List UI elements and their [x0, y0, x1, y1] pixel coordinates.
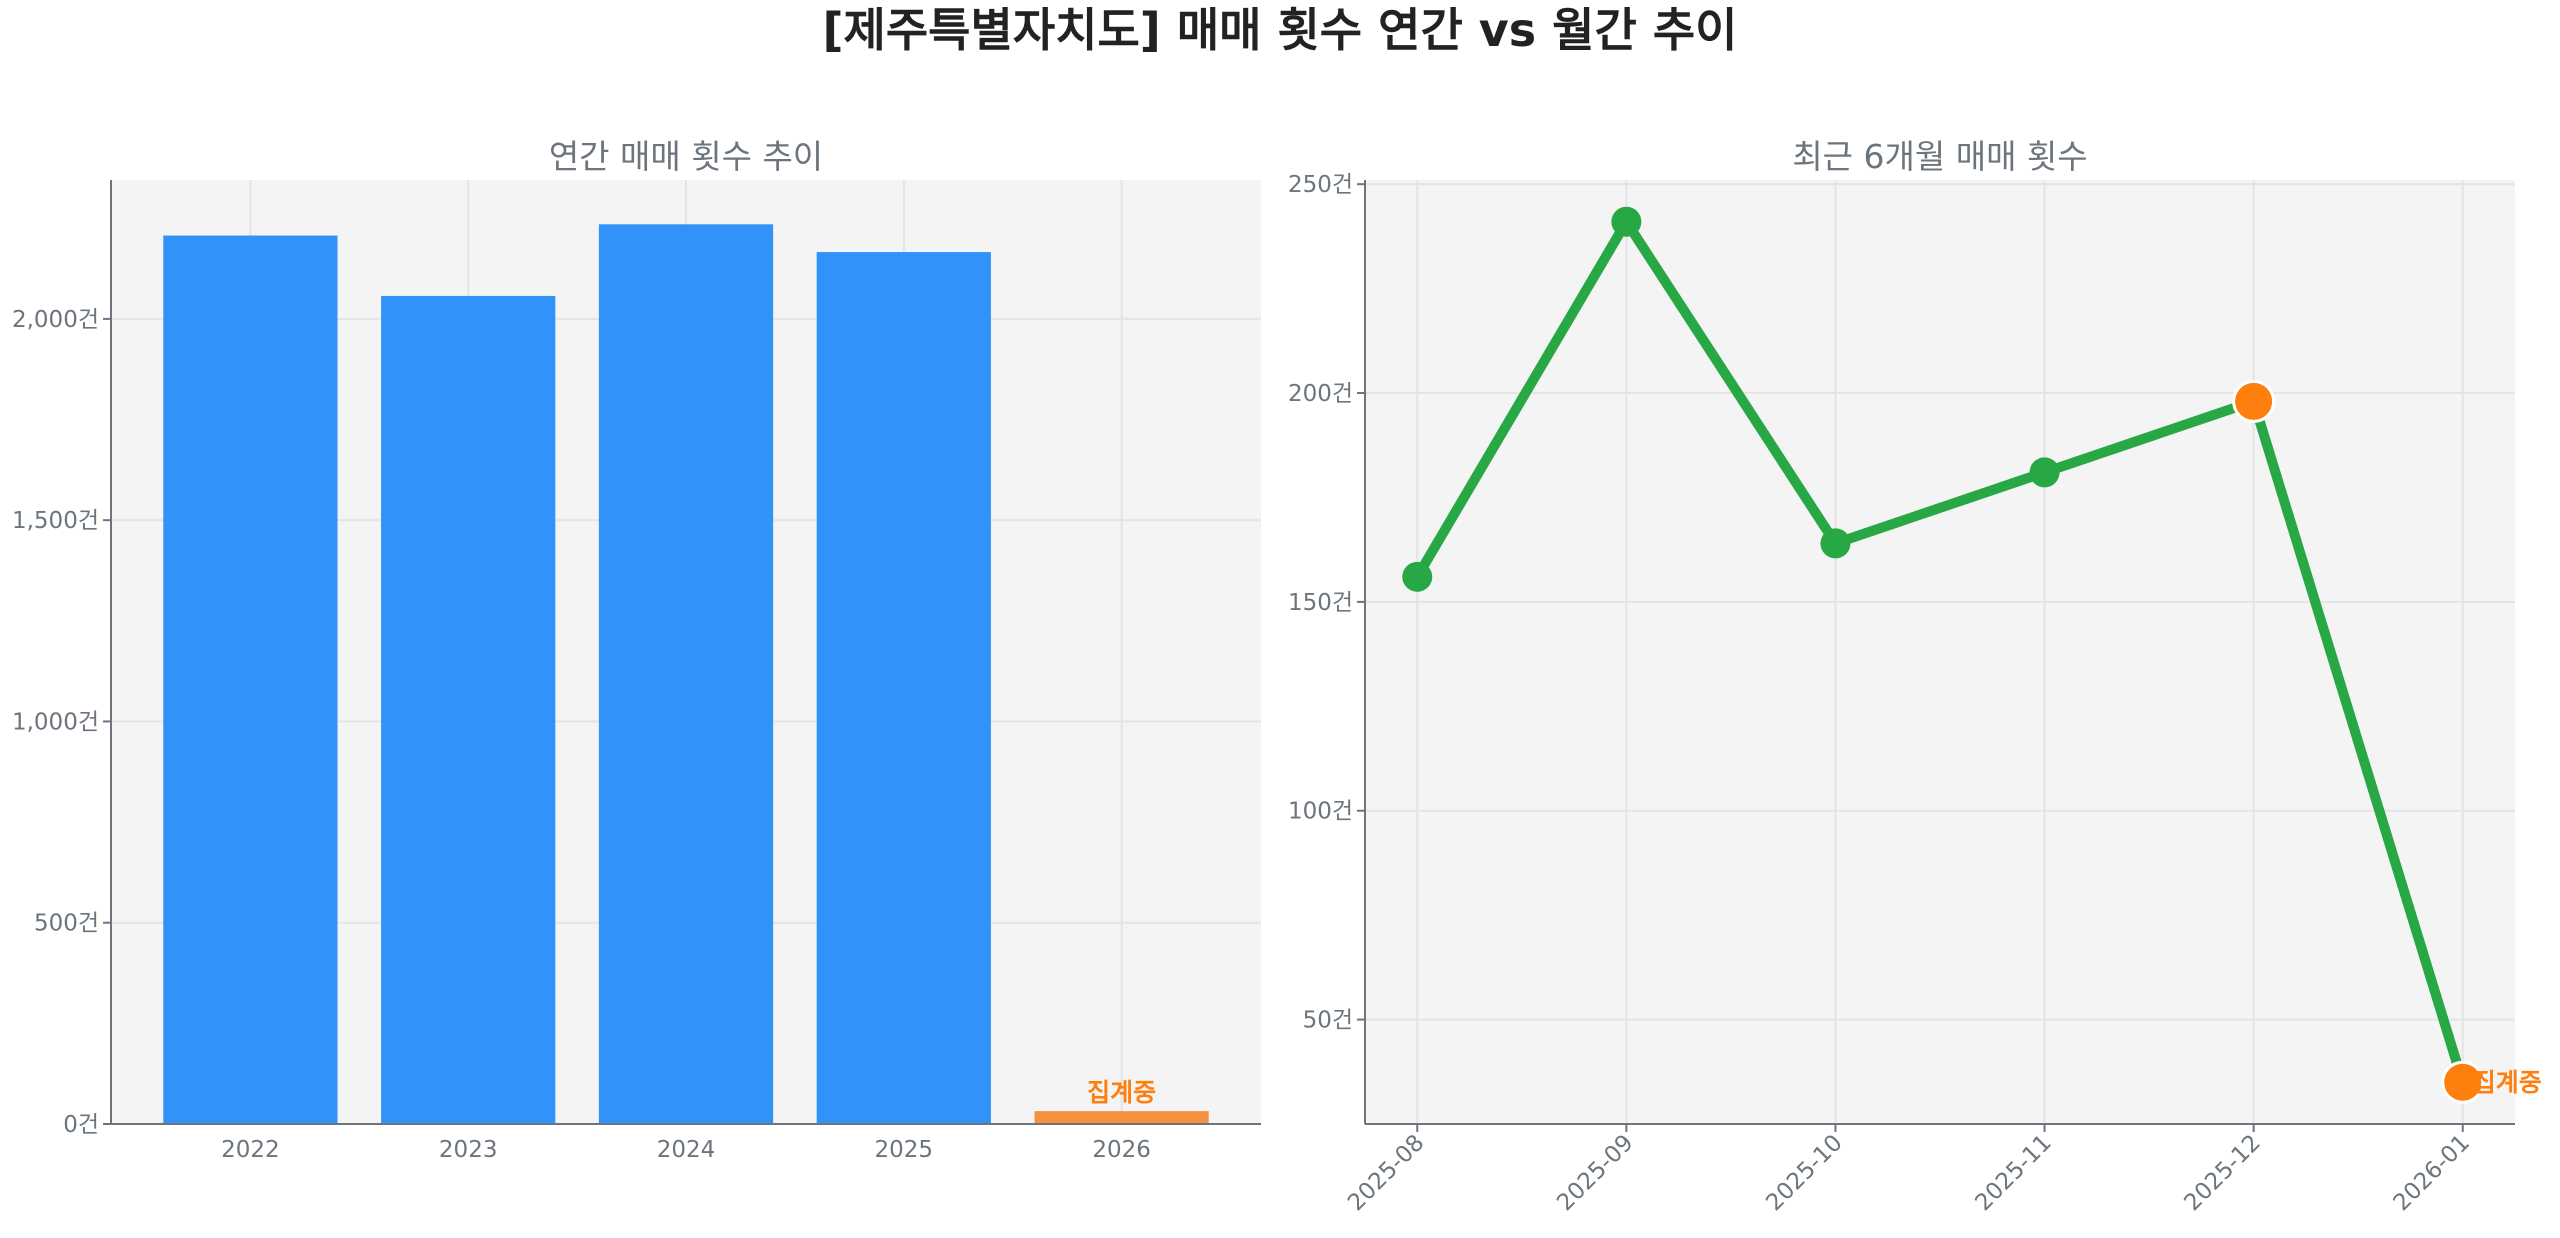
x-tick-label: 2026 — [1092, 1137, 1151, 1163]
x-tick-label: 2025-11 — [1970, 1130, 2056, 1216]
y-tick-label: 0건 — [63, 1112, 99, 1138]
x-tick-label: 2025-12 — [2180, 1130, 2266, 1216]
y-tick-label: 50건 — [1303, 1008, 1353, 1034]
figure-title: [제주특별자치도] 매매 횟수 연간 vs 월간 추이 — [823, 3, 1738, 57]
plot-area — [1365, 180, 2515, 1124]
bar-chart: 0건 500건 1,000건 1,500건 2,000건 2022 2023 2024 2025… — [12, 180, 1261, 1163]
data-point-2026-01 — [2441, 1060, 2485, 1104]
y-tick-label: 1,500건 — [12, 508, 99, 534]
partial-label: 집계중 — [1087, 1078, 1156, 1107]
y-tick-label: 250건 — [1288, 172, 1353, 198]
data-point-2025-11 — [2029, 457, 2060, 488]
data-point-2025-08 — [1402, 561, 1433, 592]
y-tick-label: 150건 — [1288, 590, 1353, 616]
x-tick-label: 2025 — [875, 1137, 934, 1163]
x-tick-label: 2025-10 — [1761, 1130, 1847, 1216]
bar-2026 — [1034, 1111, 1209, 1124]
y-tick-label: 200건 — [1288, 381, 1353, 407]
y-tick-label: 1,000건 — [12, 709, 99, 735]
bar-2023 — [381, 295, 556, 1124]
line-chart: 50건 100건 150건 200건 250건 2025-08 2025-09 2025-10… — [1288, 172, 2542, 1216]
line-chart-title: 최근 6개월 매매 횟수 — [1792, 137, 2087, 176]
x-tick-label: 2026-01 — [2389, 1130, 2475, 1216]
data-point-2025-09 — [1611, 206, 1642, 237]
y-tick-label: 500건 — [34, 911, 99, 937]
data-point-2025-12 — [2232, 379, 2276, 423]
x-tick-label: 2022 — [221, 1137, 280, 1163]
bar-chart-title: 연간 매매 횟수 추이 — [549, 137, 823, 176]
partial-label: 집계중 — [2473, 1068, 2542, 1097]
series-line — [1412, 216, 2468, 1084]
data-point-2025-10 — [1820, 528, 1851, 559]
bar-2022 — [163, 235, 338, 1124]
y-tick-label: 100건 — [1288, 799, 1353, 825]
bar-2025 — [816, 252, 991, 1125]
x-tick-label: 2025-09 — [1552, 1130, 1638, 1216]
x-tick-label: 2025-08 — [1343, 1130, 1429, 1216]
y-tick-label: 2,000건 — [12, 307, 99, 333]
bar-2024 — [598, 224, 774, 1125]
x-tick-label: 2023 — [439, 1137, 498, 1163]
x-tick-label: 2024 — [657, 1137, 716, 1163]
